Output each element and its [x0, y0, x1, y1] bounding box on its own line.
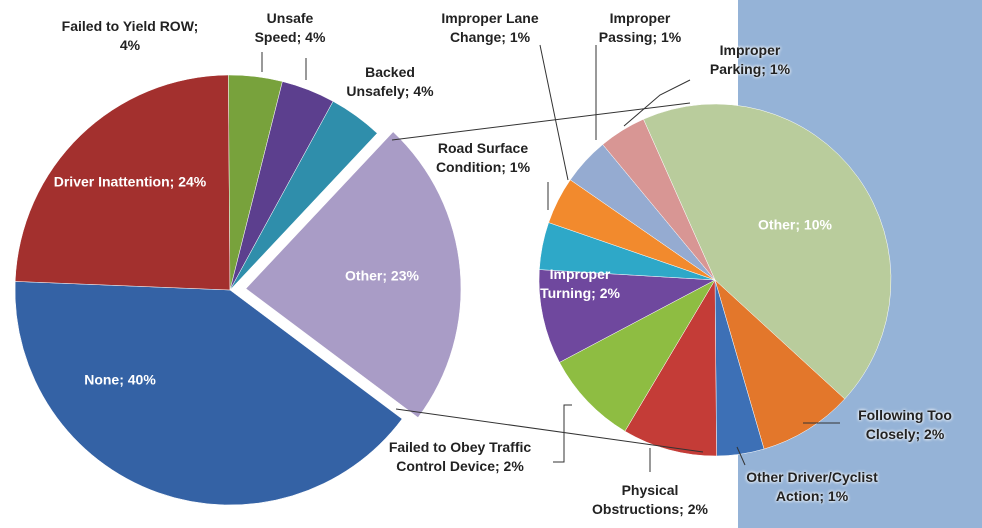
data-label: Driver Inattention; 24% — [53, 173, 207, 190]
data-label: Failed to Obey Traffic Control Device; 2… — [388, 439, 532, 474]
pie-slice — [229, 100, 378, 291]
data-label: Other Driver/Cyclist Action; 1% — [746, 469, 878, 504]
data-label: Unsafe Speed; 4% — [254, 10, 326, 45]
pie-slice — [14, 74, 231, 291]
data-label: Physical Obstructions; 2% — [592, 482, 708, 517]
data-label: Improper Passing; 1% — [598, 10, 682, 45]
leader-line — [736, 446, 746, 466]
data-label: Road Surface Condition; 1% — [435, 140, 531, 175]
leader-line — [539, 44, 569, 181]
data-label: Improper Turning; 2% — [540, 266, 620, 301]
leader-line — [623, 79, 691, 127]
data-label: Improper Lane Change; 1% — [441, 10, 539, 45]
connector — [395, 408, 704, 453]
data-label: Failed to Yield ROW; 4% — [61, 18, 199, 53]
pie-slice — [245, 131, 462, 418]
data-label: Backed Unsafely; 4% — [346, 64, 434, 99]
pie-slice — [714, 279, 846, 450]
data-label: Other; 23% — [345, 267, 419, 284]
connector — [391, 102, 691, 141]
pie-slice — [538, 269, 716, 363]
data-label: Improper Parking; 1% — [709, 42, 791, 77]
data-label: Following Too Closely; 2% — [858, 407, 952, 442]
data-label: Other; 10% — [758, 216, 832, 233]
pie-slice — [624, 279, 717, 457]
pie-slice — [559, 279, 716, 432]
pie-slice — [602, 118, 716, 281]
data-label: None; 40% — [84, 371, 156, 388]
leader-line — [553, 404, 572, 463]
pie-slice — [14, 281, 403, 506]
pie-slice — [643, 103, 892, 400]
